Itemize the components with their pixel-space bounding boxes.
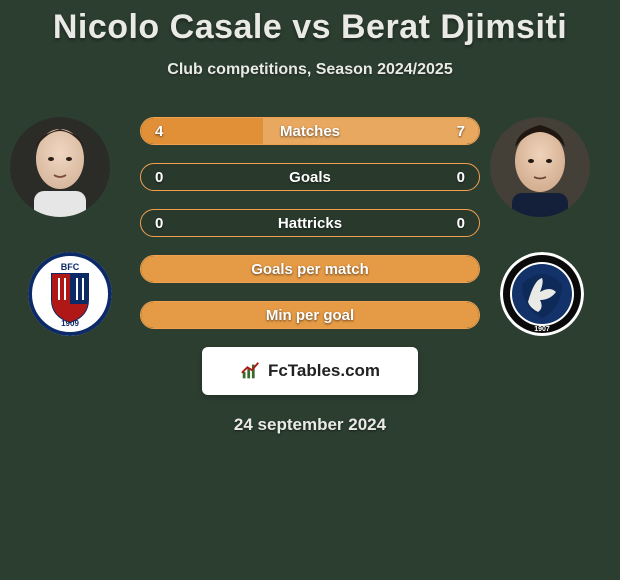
stat-bar: Min per goal: [140, 301, 480, 329]
stat-bar-left-fill: [141, 302, 479, 328]
page-subtitle: Club competitions, Season 2024/2025: [0, 61, 620, 79]
stat-bar-right-value: 7: [457, 118, 465, 144]
stat-bar-right-value: 0: [457, 210, 465, 236]
snapshot-date: 24 september 2024: [0, 415, 620, 435]
stat-bar-right-value: 0: [457, 164, 465, 190]
stat-bars: 47Matches00Goals00HattricksGoals per mat…: [140, 117, 480, 329]
stat-bar-left-value: 0: [155, 210, 163, 236]
club-crest-icon: BFC 1909: [28, 252, 112, 336]
stat-bar: Goals per match: [140, 255, 480, 283]
player-right-avatar: [490, 117, 590, 217]
club-right-badge: 1907: [500, 252, 584, 336]
chart-icon: [240, 360, 262, 382]
stat-bar: 0 0Hattricks: [140, 209, 480, 237]
player-left-avatar: [10, 117, 110, 217]
stat-bar-label: Hattricks: [141, 210, 479, 236]
brand-logo: FcTables.com: [202, 347, 418, 395]
svg-text:BFC: BFC: [61, 262, 80, 272]
stat-bar-left-value: 0: [155, 164, 163, 190]
avatar-placeholder-icon: [10, 117, 110, 217]
page-title: Nicolo Casale vs Berat Djimsiti: [0, 0, 620, 47]
svg-text:1907: 1907: [534, 326, 550, 333]
club-left-badge: BFC 1909: [28, 252, 112, 336]
brand-logo-text: FcTables.com: [268, 361, 380, 381]
club-crest-icon: 1907: [500, 252, 584, 336]
stat-bar-right-fill: [263, 118, 479, 144]
stat-bar: 0 0Goals: [140, 163, 480, 191]
stat-bar-label: Goals: [141, 164, 479, 190]
stat-bar-left-value: 4: [155, 118, 163, 144]
stat-bar: 47Matches: [140, 117, 480, 145]
avatar-placeholder-icon: [490, 117, 590, 217]
stat-bar-left-fill: [141, 256, 479, 282]
comparison-panel: BFC 1909 1907 47Mat: [0, 117, 620, 435]
